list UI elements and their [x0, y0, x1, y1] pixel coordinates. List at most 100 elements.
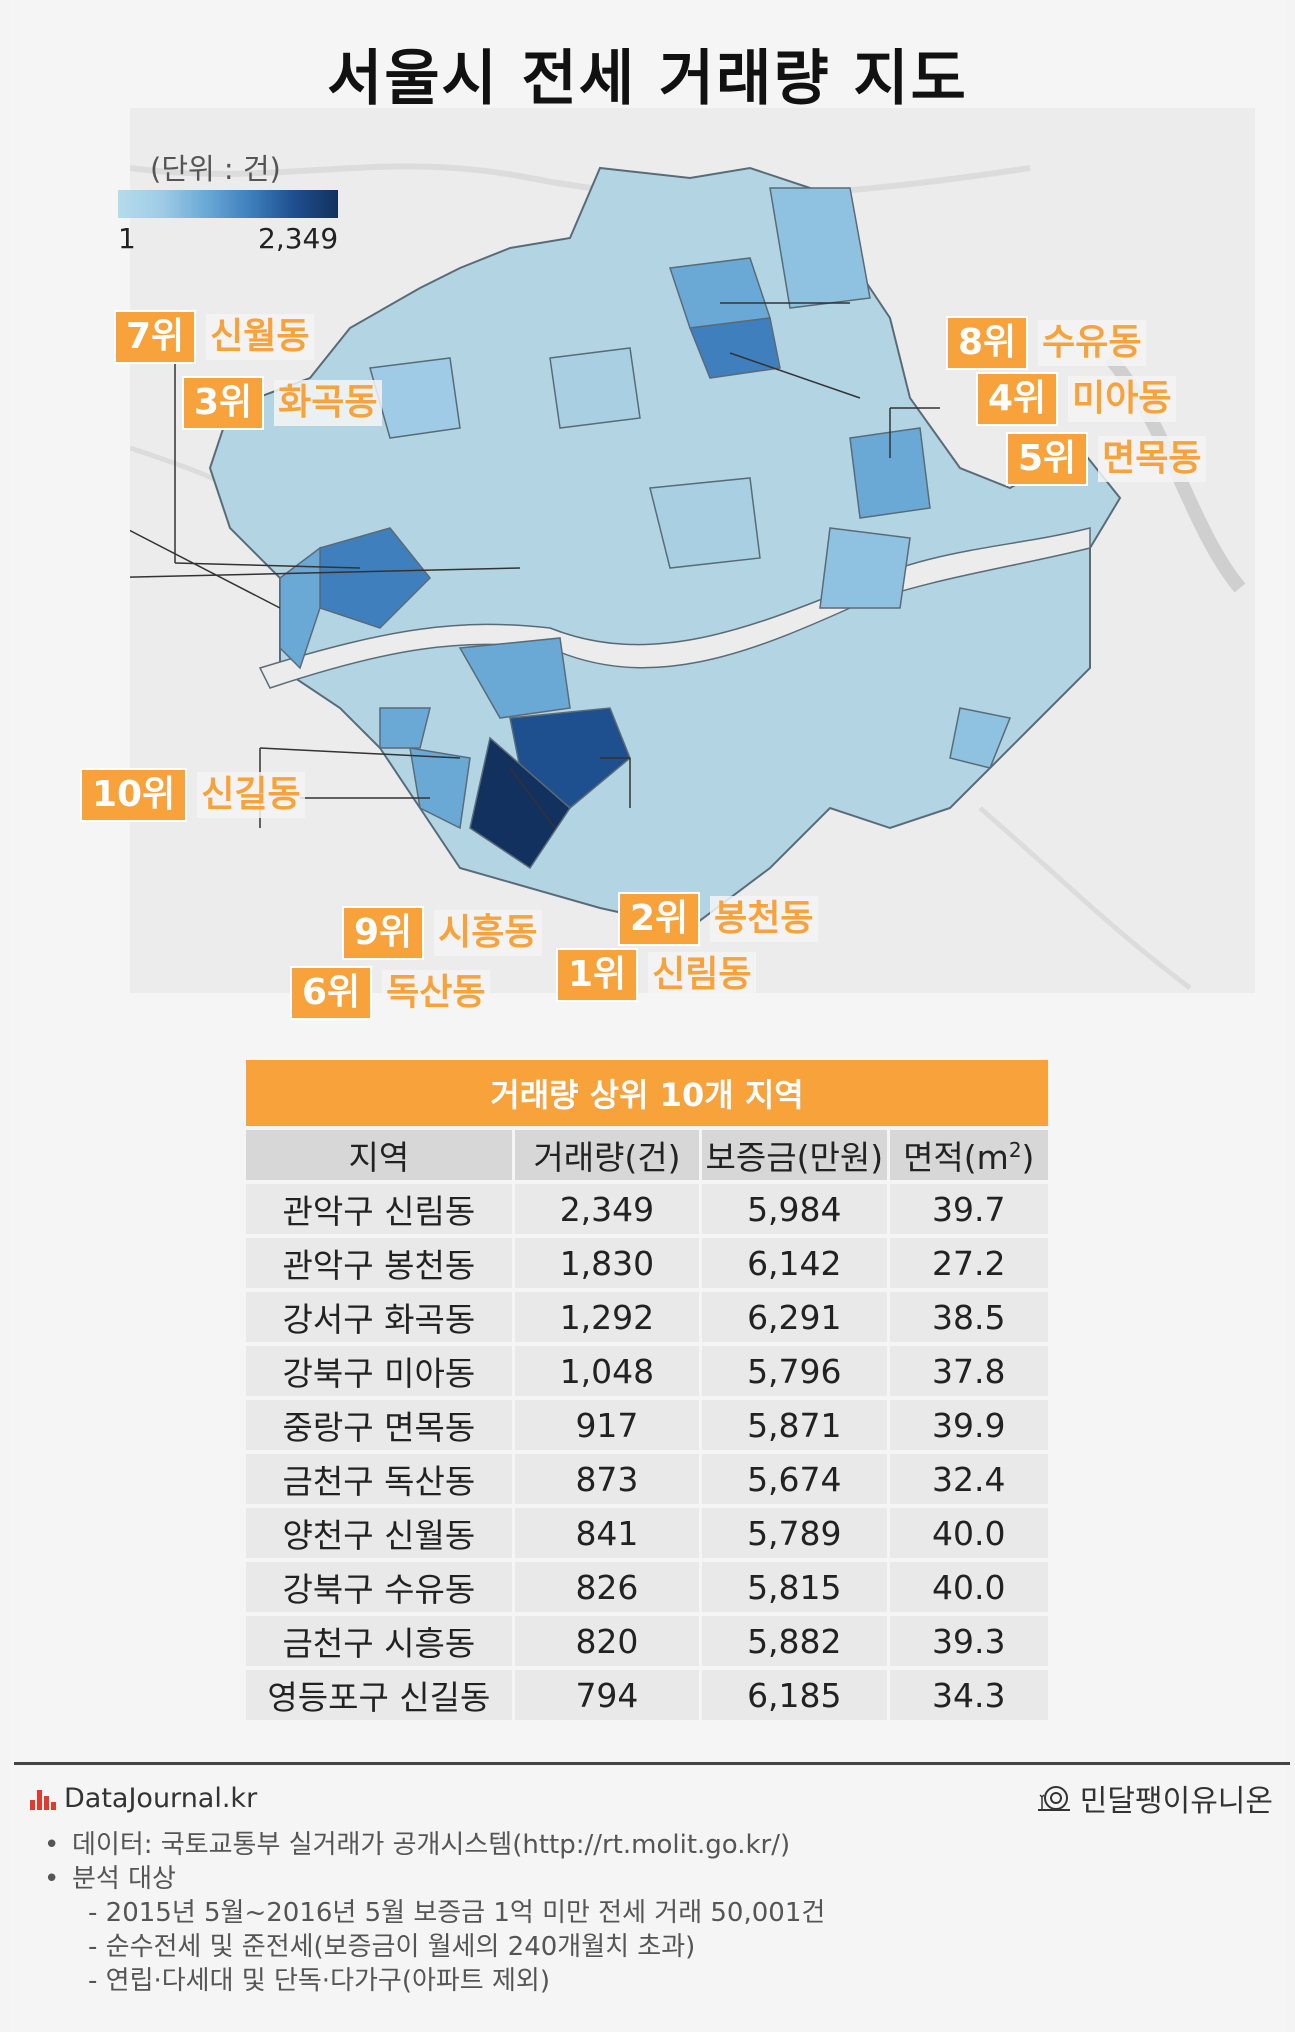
legend-color-bar	[118, 190, 338, 218]
legend-max: 2,349	[258, 222, 339, 255]
table-row: 중랑구 면목동 917 5,871 39.9	[246, 1400, 1048, 1450]
table-row: 금천구 독산동 873 5,674 32.4	[246, 1454, 1048, 1504]
cell-deposit: 5,871	[702, 1400, 890, 1450]
table-row: 영등포구 신길동 794 6,185 34.3	[246, 1670, 1048, 1720]
cell-region: 양천구 신월동	[246, 1508, 515, 1558]
cell-volume: 826	[514, 1562, 703, 1612]
cell-area: 37.8	[889, 1346, 1048, 1396]
cell-region: 영등포구 신길동	[246, 1670, 515, 1720]
header-region: 지역	[246, 1130, 515, 1180]
cell-region: 금천구 독산동	[246, 1454, 515, 1504]
callout-mia: 4위 미아동	[976, 372, 1176, 426]
dong-label: 화곡동	[274, 380, 382, 426]
partner: 민달팽이유니온	[1036, 1776, 1273, 1820]
callout-myeonmok: 5위 면목동	[1006, 432, 1206, 486]
cell-volume: 820	[514, 1616, 703, 1666]
bar-chart-icon	[30, 1788, 56, 1810]
callout-suyu: 8위 수유동	[946, 316, 1146, 370]
table-row: 강서구 화곡동 1,292 6,291 38.5	[246, 1292, 1048, 1342]
footer-notes: • 데이터: 국토교통부 실거래가 공개시스템(http://rt.molit.g…	[44, 1828, 825, 1998]
cell-area: 34.3	[889, 1670, 1048, 1720]
legend-min: 1	[118, 222, 136, 255]
note-item: • 데이터: 국토교통부 실거래가 공개시스템(http://rt.molit.g…	[44, 1830, 791, 1860]
region-sillim	[469, 736, 571, 870]
note-item: • 분석 대상	[44, 1864, 176, 1894]
top10-table: 거래량 상위 10개 지역 지역 거래량(건) 보증금(만원) 면적(m2) 관…	[246, 1060, 1048, 1724]
callout-doksan: 6위 독산동	[290, 966, 490, 1020]
brand: DataJournal.kr	[30, 1783, 257, 1814]
callout-bongcheon: 2위 봉천동	[618, 892, 818, 946]
rank-badge: 4위	[976, 372, 1059, 426]
cell-deposit: 6,291	[702, 1292, 890, 1342]
header-area: 면적(m2)	[889, 1130, 1048, 1180]
cell-volume: 1,048	[514, 1346, 703, 1396]
table-row: 양천구 신월동 841 5,789 40.0	[246, 1508, 1048, 1558]
cell-region: 관악구 신림동	[246, 1184, 515, 1234]
page-title: 서울시 전세 거래량 지도	[327, 44, 968, 114]
cell-area: 40.0	[889, 1508, 1048, 1558]
dong-label: 봉천동	[710, 896, 818, 942]
cell-deposit: 5,796	[702, 1346, 890, 1396]
cell-volume: 794	[514, 1670, 703, 1720]
dong-label: 신길동	[197, 772, 305, 818]
cell-deposit: 6,185	[702, 1670, 890, 1720]
header-deposit: 보증금(만원)	[702, 1130, 890, 1180]
table-title: 거래량 상위 10개 지역	[246, 1060, 1048, 1126]
cell-area: 38.5	[889, 1292, 1048, 1342]
map-svg	[130, 163, 1246, 990]
cell-region: 강북구 미아동	[246, 1346, 515, 1396]
cell-area: 32.4	[889, 1454, 1048, 1504]
partner-name: 민달팽이유니온	[1079, 1784, 1273, 1819]
footer-divider	[14, 1762, 1290, 1765]
seoul-map	[130, 108, 1255, 993]
cell-volume: 1,292	[514, 1292, 703, 1342]
cell-volume: 873	[514, 1454, 703, 1504]
cell-region: 중랑구 면목동	[246, 1400, 515, 1450]
cell-volume: 917	[514, 1400, 703, 1450]
cell-deposit: 5,789	[702, 1508, 890, 1558]
dong-label: 신월동	[206, 314, 314, 360]
region-sinwol	[279, 546, 321, 670]
table-row: 관악구 신림동 2,349 5,984 39.7	[246, 1184, 1048, 1234]
cell-volume: 841	[514, 1508, 703, 1558]
cell-region: 금천구 시흥동	[246, 1616, 515, 1666]
table-row: 금천구 시흥동 820 5,882 39.3	[246, 1616, 1048, 1666]
cell-region: 관악구 봉천동	[246, 1238, 515, 1288]
rank-badge: 6위	[290, 966, 373, 1020]
snail-icon	[1037, 1786, 1070, 1811]
rank-badge: 2위	[618, 892, 701, 946]
data-table: 지역 거래량(건) 보증금(만원) 면적(m2) 관악구 신림동 2,349 5,9…	[246, 1126, 1048, 1724]
table-row: 관악구 봉천동 1,830 6,142 27.2	[246, 1238, 1048, 1288]
cell-deposit: 5,984	[702, 1184, 890, 1234]
dong-label: 신림동	[648, 952, 756, 998]
cell-volume: 2,349	[514, 1184, 703, 1234]
cell-region: 강북구 수유동	[246, 1562, 515, 1612]
rank-badge: 8위	[946, 316, 1029, 370]
cell-deposit: 5,882	[702, 1616, 890, 1666]
callout-singil: 10위 신길동	[80, 768, 305, 822]
cell-area: 39.3	[889, 1616, 1048, 1666]
dong-label: 독산동	[382, 970, 490, 1016]
callout-sillim: 1위 신림동	[556, 948, 756, 1002]
brand-name: DataJournal.kr	[64, 1783, 258, 1814]
rank-badge: 10위	[80, 768, 188, 822]
rank-badge: 5위	[1006, 432, 1089, 486]
rank-badge: 7위	[114, 310, 197, 364]
table-row: 강북구 미아동 1,048 5,796 37.8	[246, 1346, 1048, 1396]
cell-area: 40.0	[889, 1562, 1048, 1612]
dong-label: 시흥동	[434, 910, 542, 956]
note-sub: - 2015년 5월~2016년 5월 보증금 1억 미만 전세 거래 50,0…	[88, 1898, 826, 1928]
rank-badge: 9위	[342, 906, 425, 960]
region-myeonmok	[849, 427, 931, 519]
cell-deposit: 6,142	[702, 1238, 890, 1288]
legend-unit: (단위 : 건)	[150, 152, 281, 186]
cell-deposit: 5,815	[702, 1562, 890, 1612]
rank-badge: 3위	[182, 376, 265, 430]
table-header-row: 지역 거래량(건) 보증금(만원) 면적(m2)	[246, 1130, 1048, 1180]
cell-deposit: 5,674	[702, 1454, 890, 1504]
header-volume: 거래량(건)	[514, 1130, 703, 1180]
cell-area: 39.9	[889, 1400, 1048, 1450]
note-sub: - 순수전세 및 준전세(보증금이 월세의 240개월치 초과)	[88, 1932, 696, 1962]
table-row: 강북구 수유동 826 5,815 40.0	[246, 1562, 1048, 1612]
callout-hwagok: 3위 화곡동	[182, 376, 382, 430]
